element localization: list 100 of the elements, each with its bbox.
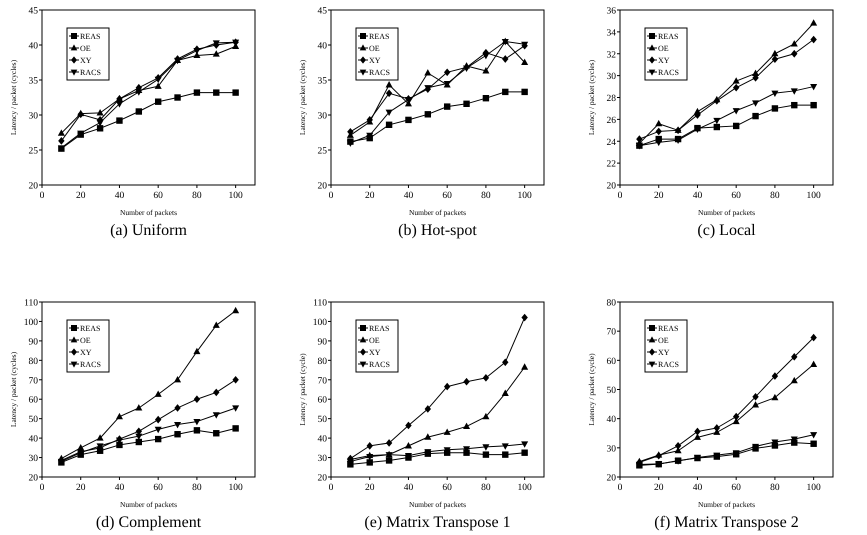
y-tick-label: 30 <box>318 112 328 122</box>
x-tick-label: 0 <box>40 191 45 201</box>
y-tick-label: 30 <box>28 112 38 122</box>
x-tick-label: 20 <box>654 191 664 201</box>
text: (f) Matrix Transpose 2 <box>654 514 799 531</box>
x-tick-label: 80 <box>192 483 202 493</box>
legend-label: OE <box>369 336 380 345</box>
x-tick-label: 60 <box>731 483 742 493</box>
y-tick-label: 90 <box>318 337 328 348</box>
legend-label: OE <box>658 44 669 53</box>
y-tick-label: 70 <box>606 328 616 338</box>
legend-label: XY <box>369 56 381 65</box>
x-tick-label: 60 <box>153 191 164 201</box>
y-tick-label: 24 <box>606 138 616 148</box>
y-tick-label: 60 <box>318 396 328 406</box>
y-tick-label: 90 <box>28 337 38 348</box>
x-tick-label: 20 <box>364 483 375 493</box>
y-tick-label: 80 <box>318 356 328 367</box>
y-tick-label: 110 <box>313 298 328 308</box>
x-tick-label: 100 <box>518 483 532 493</box>
x-tick-label: 20 <box>364 191 375 201</box>
y-tick-label: 30 <box>606 444 616 454</box>
legend-label: REAS <box>658 324 678 333</box>
legend-label: REAS <box>80 324 100 333</box>
y-tick-label: 20 <box>606 474 616 484</box>
text: (a) Uniform <box>110 222 188 239</box>
y-tick-label: 20 <box>318 182 328 192</box>
y-tick-label: 60 <box>606 356 616 367</box>
x-tick-label: 40 <box>692 191 702 201</box>
x-tick-label: 0 <box>40 483 45 493</box>
y-tick-label: 80 <box>606 298 616 308</box>
y-tick-label: 70 <box>318 376 328 386</box>
y-tick-label: 40 <box>28 42 38 52</box>
x-tick-label: 40 <box>404 483 414 493</box>
x-tick-label: 40 <box>114 483 124 493</box>
y-tick-label: 100 <box>24 318 38 328</box>
y-tick-label: 28 <box>606 94 616 104</box>
x-tick-label: 100 <box>806 483 822 493</box>
y-tick-label: 50 <box>606 386 616 396</box>
x-tick-label: 100 <box>228 483 244 493</box>
legend-label: RACS <box>658 68 679 77</box>
x-tick-label: 20 <box>76 191 86 201</box>
legend-label: XY <box>80 56 92 65</box>
x-tick-label: 0 <box>328 483 334 493</box>
legend-label: REAS <box>369 324 390 333</box>
y-tick-label: 22 <box>606 160 616 170</box>
x-tick-label: 60 <box>442 191 452 201</box>
legend-label: XY <box>658 348 670 357</box>
y-tick-label: 50 <box>28 415 38 426</box>
y-tick-label: 30 <box>318 454 328 464</box>
x-tick-label: 0 <box>618 191 623 201</box>
y-tick-label: 25 <box>28 146 38 156</box>
x-tick-label: 80 <box>770 191 780 201</box>
legend-label: REAS <box>369 32 390 41</box>
y-tick-label: 45 <box>28 6 38 16</box>
legend-label: OE <box>658 336 669 345</box>
legend-label: XY <box>658 56 670 65</box>
y-tick-label: 40 <box>318 42 328 52</box>
legend-label: REAS <box>80 32 100 41</box>
legend-label: RACS <box>658 360 679 369</box>
y-tick-label: 50 <box>318 415 328 426</box>
y-tick-label: 40 <box>318 434 328 445</box>
legend-label: OE <box>369 44 380 53</box>
x-tick-label: 100 <box>518 191 532 201</box>
legend-label: OE <box>80 336 91 345</box>
y-tick-label: 20 <box>606 182 616 192</box>
x-tick-label: 0 <box>618 483 623 493</box>
x-tick-label: 20 <box>76 483 86 493</box>
x-tick-label: 40 <box>404 191 414 201</box>
y-tick-label: 20 <box>28 474 38 484</box>
y-tick-label: 34 <box>606 28 616 38</box>
y-tick-label: 70 <box>28 376 38 386</box>
x-tick-label: 60 <box>442 483 452 493</box>
legend-label: XY <box>369 348 381 357</box>
x-tick-label: 80 <box>192 191 202 201</box>
legend-label: OE <box>80 44 91 53</box>
x-tick-label: 60 <box>153 483 164 493</box>
x-tick-label: 80 <box>481 191 491 201</box>
x-tick-label: 80 <box>481 483 491 493</box>
y-tick-label: 20 <box>28 182 38 192</box>
y-tick-label: 30 <box>606 72 616 82</box>
x-tick-label: 60 <box>731 191 742 201</box>
y-tick-label: 32 <box>606 50 616 60</box>
x-tick-label: 20 <box>654 483 664 493</box>
y-tick-label: 40 <box>28 434 38 445</box>
y-tick-label: 35 <box>28 76 38 86</box>
legend-label: RACS <box>369 68 390 77</box>
y-tick-label: 30 <box>28 454 38 464</box>
x-tick-label: 100 <box>228 191 244 201</box>
legend-label: REAS <box>658 32 678 41</box>
legend-label: RACS <box>369 360 390 369</box>
y-tick-label: 35 <box>318 76 328 86</box>
x-tick-label: 40 <box>114 191 124 201</box>
x-tick-label: 0 <box>328 191 334 201</box>
text: (b) Hot-spot <box>398 222 478 239</box>
y-tick-label: 36 <box>606 6 616 16</box>
text: (e) Matrix Transpose 1 <box>364 514 511 531</box>
y-tick-label: 25 <box>318 146 328 156</box>
y-tick-label: 80 <box>28 356 38 367</box>
y-tick-label: 100 <box>312 318 328 328</box>
